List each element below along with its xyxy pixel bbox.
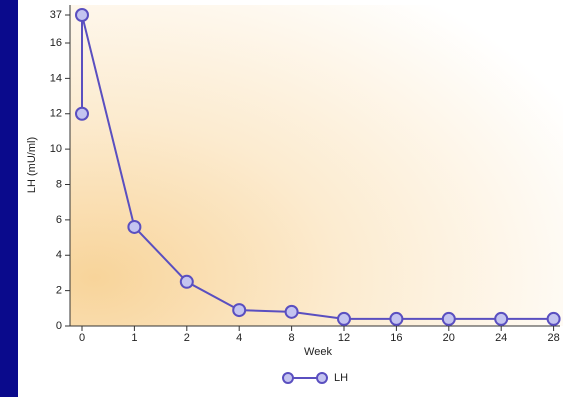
x-tick-label: 4 xyxy=(236,332,242,344)
x-tick-label: 24 xyxy=(495,332,507,344)
data-point xyxy=(127,219,142,234)
y-tick-label: 0 xyxy=(56,320,62,332)
plot-area xyxy=(70,5,563,326)
x-tick-label: 8 xyxy=(289,332,295,344)
data-point xyxy=(494,311,509,326)
data-point xyxy=(75,106,89,121)
data-point xyxy=(232,303,247,318)
data-point xyxy=(337,311,351,326)
data-point xyxy=(441,311,456,326)
y-tick-label: 4 xyxy=(56,249,62,261)
data-point xyxy=(75,8,89,22)
legend-marker xyxy=(282,372,294,384)
y-tick-label: 8 xyxy=(56,178,62,190)
y-tick-label: 14 xyxy=(50,72,62,84)
x-tick-label: 12 xyxy=(338,332,350,344)
legend-marker xyxy=(316,372,328,384)
legend-label: LH xyxy=(334,372,348,384)
x-tick-label: 16 xyxy=(390,332,402,344)
x-tick-label: 2 xyxy=(184,332,190,344)
y-tick-label: 37 xyxy=(50,9,62,21)
x-tick-label: 28 xyxy=(547,332,559,344)
data-point xyxy=(389,311,404,326)
x-axis-label: Week xyxy=(304,346,332,358)
x-tick-label: 20 xyxy=(443,332,455,344)
y-tick-label: 2 xyxy=(56,285,62,297)
data-point xyxy=(546,311,561,326)
x-tick-label: 0 xyxy=(79,332,85,344)
y-tick-label: 10 xyxy=(50,143,62,155)
y-axis-label: LH (mU/ml) xyxy=(26,137,38,193)
data-point xyxy=(179,274,194,289)
y-tick-label: 12 xyxy=(50,108,62,120)
y-tick-label: 6 xyxy=(56,214,62,226)
y-tick-label: 16 xyxy=(50,37,62,49)
x-tick-label: 1 xyxy=(131,332,137,344)
data-point xyxy=(284,304,299,319)
